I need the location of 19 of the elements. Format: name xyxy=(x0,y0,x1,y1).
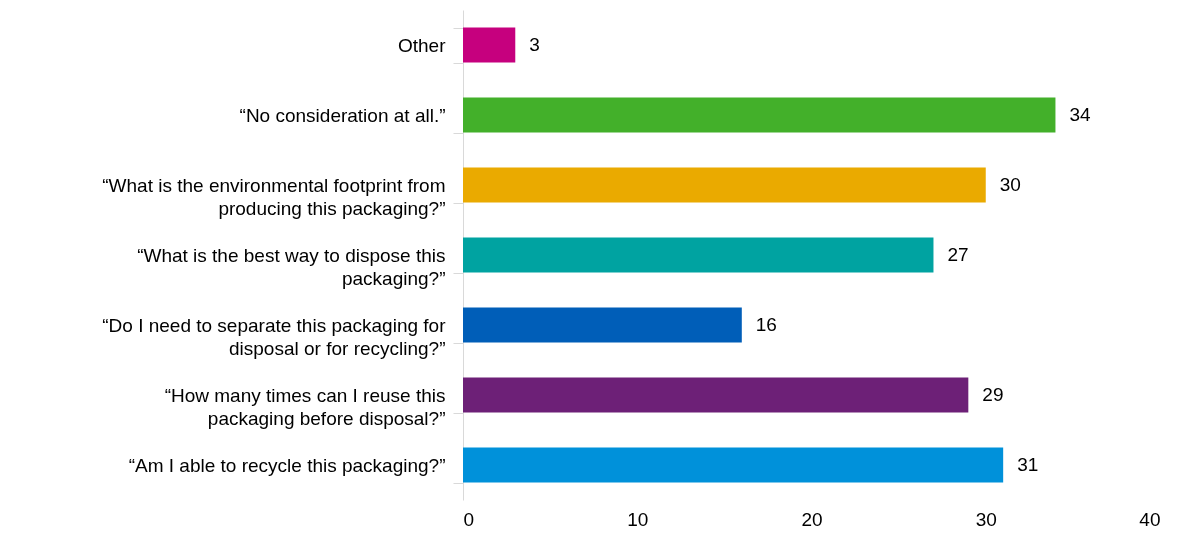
x-tick-label: 10 xyxy=(627,508,649,530)
data-label: 31 xyxy=(1017,454,1039,475)
x-tick-label: 40 xyxy=(1139,508,1161,530)
y-tick-label: “What is the best way to dispose this packaging?” xyxy=(137,244,446,289)
y-tick-label: “No consideration at all.” xyxy=(239,104,446,126)
data-label: 30 xyxy=(999,174,1021,195)
y-tick-label: “Do I need to separate this packaging for disposal or for recycling?” xyxy=(102,314,447,359)
y-tick-label: Other xyxy=(397,34,447,56)
y-tick-label: “What is the environmental footprint from producing this packaging?” xyxy=(102,174,446,219)
data-label: 27 xyxy=(947,244,969,265)
y-tick-label: “How many times can I reuse this packaging before disposal?” xyxy=(164,384,446,429)
data-label: 29 xyxy=(982,384,1004,405)
x-tick-label: 30 xyxy=(975,508,997,530)
data-label: 3 xyxy=(529,34,540,55)
data-label: 16 xyxy=(755,314,777,335)
x-tick-label: 20 xyxy=(801,508,823,530)
y-tick-label: “Am I able to recycle this packaging?” xyxy=(128,454,446,476)
x-tick-label: 0 xyxy=(463,508,475,530)
data-label: 34 xyxy=(1069,104,1092,125)
